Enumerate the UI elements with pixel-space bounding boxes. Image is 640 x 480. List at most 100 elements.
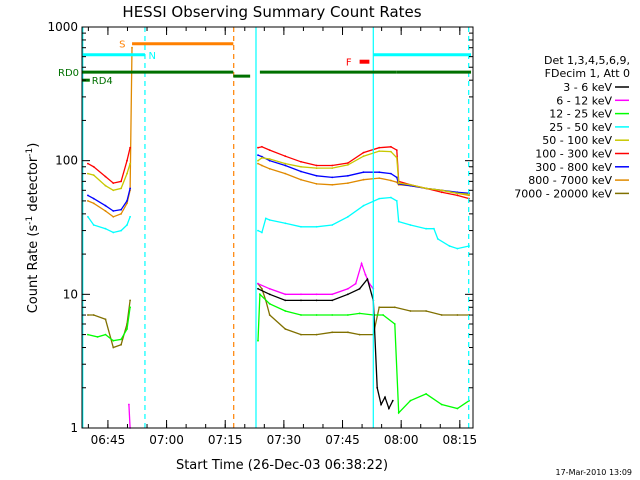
data-point xyxy=(390,172,392,175)
y-tick-label: 1000 xyxy=(47,20,78,34)
data-point xyxy=(300,160,302,163)
y-tick-label: 100 xyxy=(55,154,78,168)
data-point xyxy=(378,177,381,180)
series-line-segment xyxy=(257,292,470,415)
data-point xyxy=(440,191,443,194)
y-tick-label: 10 xyxy=(63,287,78,301)
data-point xyxy=(425,187,427,190)
legend-label: 7000 - 20000 keV xyxy=(514,187,612,200)
data-point xyxy=(92,314,95,316)
data-point xyxy=(440,314,443,316)
legend-label: 25 - 50 keV xyxy=(549,121,612,134)
data-point xyxy=(388,407,390,410)
x-axis-label: Start Time (26-Dec-03 06:38:22) xyxy=(176,458,388,473)
data-point xyxy=(433,227,435,230)
data-point xyxy=(87,200,89,202)
data-point xyxy=(120,213,122,215)
data-point xyxy=(126,202,128,205)
legend-label: 100 - 300 keV xyxy=(535,148,612,161)
legend-label: 300 - 800 keV xyxy=(535,161,612,174)
data-point xyxy=(104,227,107,230)
data-point xyxy=(390,179,392,182)
data-point xyxy=(456,192,459,195)
data-point xyxy=(129,146,132,149)
data-point xyxy=(126,200,128,202)
legend-label: 12 - 25 keV xyxy=(549,108,612,121)
data-point xyxy=(362,178,365,181)
data-point xyxy=(362,204,365,207)
status-bar-label-n: N xyxy=(148,51,155,62)
series-12-25-kev xyxy=(87,292,470,415)
data-point xyxy=(315,164,318,167)
status-bar-label-rd0: RD0 xyxy=(58,68,79,79)
data-point xyxy=(395,156,398,159)
data-point xyxy=(354,282,357,285)
series-line-segment xyxy=(257,261,374,295)
data-point xyxy=(397,182,400,185)
data-point xyxy=(456,194,459,197)
data-point xyxy=(261,231,263,234)
data-point xyxy=(362,151,365,154)
data-point xyxy=(300,293,302,296)
data-point xyxy=(300,333,302,336)
data-point xyxy=(347,215,349,218)
y-axis-label-sup2: -1 xyxy=(25,148,35,157)
data-point xyxy=(376,386,379,389)
data-point xyxy=(284,299,287,302)
data-point xyxy=(284,328,287,330)
data-point xyxy=(425,227,427,230)
data-point xyxy=(104,204,107,207)
chart-title: HESSI Observing Summary Count Rates xyxy=(122,3,421,21)
x-tick-label: 07:45 xyxy=(325,433,360,447)
data-point xyxy=(261,156,263,159)
data-point xyxy=(96,336,99,338)
data-point xyxy=(129,162,132,165)
legend-header-1: Det 1,3,4,5,6,9, xyxy=(544,54,630,67)
data-point xyxy=(456,247,459,250)
data-point xyxy=(300,314,302,316)
series-7000-20000-kev xyxy=(87,282,470,349)
data-point xyxy=(129,306,132,309)
data-point xyxy=(112,189,115,192)
data-point xyxy=(384,396,386,399)
data-point xyxy=(257,287,259,290)
data-point xyxy=(87,333,89,336)
x-tick-label: 06:45 xyxy=(91,433,126,447)
legend-label: 3 - 6 keV xyxy=(563,81,612,94)
series-3-6-kev xyxy=(257,277,394,411)
data-point xyxy=(268,167,271,170)
data-point xyxy=(390,145,392,148)
data-point xyxy=(331,164,334,167)
data-point xyxy=(257,339,259,342)
data-point xyxy=(257,162,259,165)
status-bar-label-f: F xyxy=(346,58,352,69)
data-point xyxy=(104,175,107,178)
data-point xyxy=(347,314,349,316)
y-axis-label-main: Count Rate (s xyxy=(26,225,41,314)
data-point xyxy=(112,210,115,212)
x-axis: 06:45 07:00 07:15 07:30 07:45 08:00 08:15 xyxy=(87,27,477,447)
data-point xyxy=(395,149,398,152)
data-point xyxy=(409,399,412,402)
data-point xyxy=(360,262,363,265)
data-point xyxy=(87,162,89,165)
data-point xyxy=(331,167,334,170)
data-point xyxy=(104,210,107,212)
data-point xyxy=(315,183,318,185)
data-point xyxy=(397,220,400,223)
data-point xyxy=(409,310,412,312)
data-point xyxy=(87,172,89,175)
data-point xyxy=(315,314,318,316)
data-point xyxy=(261,145,263,148)
data-point xyxy=(347,164,349,166)
data-point xyxy=(378,171,381,174)
data-point xyxy=(436,238,439,240)
data-point xyxy=(112,339,115,342)
data-point xyxy=(382,314,384,316)
data-point xyxy=(300,178,302,181)
x-tick-label: 07:15 xyxy=(208,433,243,447)
data-point xyxy=(331,176,334,179)
data-point xyxy=(347,287,349,290)
data-point xyxy=(300,170,302,173)
